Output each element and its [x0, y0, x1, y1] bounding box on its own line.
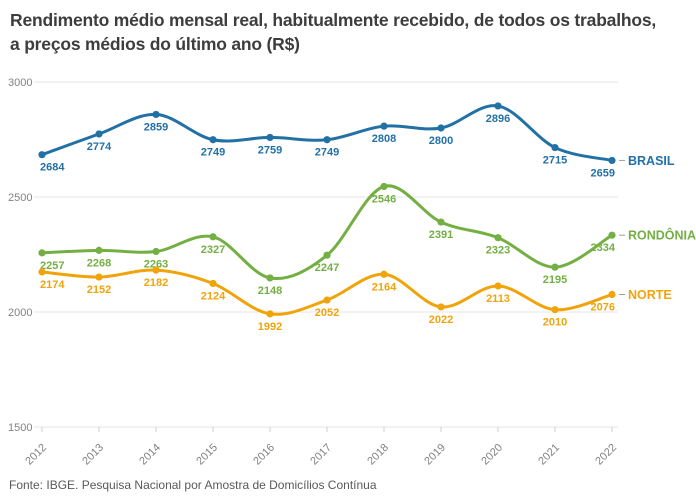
- data-point-brasil-2021[interactable]: [551, 143, 559, 152]
- data-point-norte-2021[interactable]: [551, 306, 559, 314]
- data-point-rondonia-2020[interactable]: [494, 234, 502, 242]
- x-axis-tick-label: 2021: [536, 442, 562, 468]
- data-label-rondonia-2016: 2148: [258, 285, 282, 297]
- data-point-norte-2019[interactable]: [437, 303, 445, 311]
- series-label-rondonia: RONDÔNIA: [628, 228, 696, 243]
- data-label-norte-2019: 2022: [429, 314, 453, 326]
- data-label-rondonia-2017: 2247: [315, 262, 339, 274]
- data-label-norte-2012: 2174: [40, 279, 65, 291]
- data-point-rondonia-2017[interactable]: [323, 251, 331, 259]
- x-axis-tick-label: 2019: [422, 442, 448, 468]
- data-label-norte-2018: 2164: [372, 281, 397, 293]
- data-point-rondonia-2016[interactable]: [266, 274, 274, 282]
- data-point-norte-2015[interactable]: [209, 279, 217, 288]
- x-axis-tick-label: 2012: [23, 442, 49, 468]
- data-label-brasil-2012: 2684: [40, 162, 65, 174]
- data-label-rondonia-2019: 2391: [429, 229, 453, 241]
- data-point-brasil-2020[interactable]: [494, 102, 502, 110]
- data-point-brasil-2015[interactable]: [209, 136, 217, 144]
- x-axis-tick-label: 2017: [308, 442, 334, 468]
- data-point-brasil-2012[interactable]: [38, 151, 46, 159]
- chart-title: Rendimento médio mensal real, habitualme…: [10, 10, 657, 55]
- x-axis-tick-label: 2018: [365, 442, 391, 468]
- y-axis-tick-label: 1500: [8, 422, 32, 434]
- data-point-rondonia-2015[interactable]: [209, 233, 217, 241]
- data-point-norte-2016[interactable]: [266, 310, 274, 318]
- data-label-brasil-2022: 2659: [591, 167, 615, 179]
- x-axis-tick-label: 2020: [479, 442, 505, 468]
- x-axis-tick-label: 2015: [194, 442, 220, 468]
- data-label-rondonia-2021: 2195: [543, 274, 567, 286]
- data-point-norte-2022[interactable]: [608, 290, 616, 299]
- data-label-brasil-2018: 2808: [372, 133, 396, 145]
- data-point-rondonia-2014[interactable]: [152, 247, 160, 256]
- data-point-rondonia-2012[interactable]: [38, 249, 46, 257]
- data-label-norte-2022: 2076: [591, 302, 615, 314]
- data-point-brasil-2022[interactable]: [608, 156, 616, 165]
- data-label-brasil-2014: 2859: [144, 121, 168, 133]
- data-label-rondonia-2014: 2263: [144, 259, 168, 271]
- data-label-brasil-2016: 2759: [258, 144, 282, 156]
- data-point-brasil-2013[interactable]: [95, 130, 103, 138]
- series-label-norte: NORTE: [628, 288, 672, 302]
- x-axis-tick-label: 2013: [80, 442, 106, 468]
- data-label-norte-2021: 2010: [543, 317, 567, 329]
- data-point-rondonia-2019[interactable]: [437, 218, 445, 226]
- data-label-brasil-2021: 2715: [543, 155, 567, 167]
- data-label-rondonia-2015: 2327: [201, 244, 225, 256]
- y-axis-tick-label: 2500: [8, 192, 32, 204]
- data-label-norte-2020: 2113: [486, 293, 510, 305]
- data-point-brasil-2016[interactable]: [266, 133, 274, 142]
- data-point-brasil-2017[interactable]: [323, 136, 331, 144]
- data-label-rondonia-2022: 2334: [591, 242, 616, 254]
- data-label-brasil-2017: 2749: [315, 147, 339, 159]
- data-label-rondonia-2020: 2323: [486, 245, 510, 257]
- data-point-norte-2017[interactable]: [323, 296, 331, 304]
- data-point-norte-2012[interactable]: [38, 268, 46, 276]
- data-point-brasil-2018[interactable]: [380, 122, 388, 130]
- data-point-brasil-2019[interactable]: [437, 124, 445, 132]
- data-label-rondonia-2012: 2257: [40, 260, 64, 272]
- data-label-rondonia-2018: 2546: [372, 193, 396, 205]
- x-axis-tick-label: 2016: [251, 442, 277, 468]
- data-label-norte-2015: 2124: [201, 290, 226, 302]
- x-axis-tick-label: 2022: [593, 442, 619, 468]
- source-note: Fonte: IBGE. Pesquisa Nacional por Amost…: [9, 478, 377, 492]
- data-label-brasil-2020: 2896: [486, 113, 510, 125]
- data-label-brasil-2015: 2749: [201, 147, 225, 159]
- data-label-brasil-2019: 2800: [429, 135, 453, 147]
- data-point-rondonia-2018[interactable]: [380, 182, 388, 191]
- data-label-norte-2017: 2052: [315, 307, 339, 319]
- data-point-rondonia-2022[interactable]: [608, 231, 616, 239]
- data-label-norte-2013: 2152: [87, 284, 111, 296]
- data-label-rondonia-2013: 2268: [87, 257, 111, 269]
- data-label-norte-2016: 1992: [258, 321, 282, 333]
- data-point-norte-2020[interactable]: [494, 282, 502, 290]
- data-point-rondonia-2013[interactable]: [95, 246, 103, 254]
- data-point-rondonia-2021[interactable]: [551, 263, 559, 271]
- data-point-norte-2013[interactable]: [95, 273, 103, 281]
- data-label-norte-2014: 2182: [144, 277, 168, 289]
- data-point-norte-2014[interactable]: [152, 266, 160, 274]
- data-label-brasil-2013: 2774: [87, 141, 112, 153]
- x-axis-tick-label: 2014: [137, 442, 163, 468]
- y-axis-tick-label: 2000: [8, 307, 32, 319]
- y-axis-tick-label: 3000: [8, 77, 32, 89]
- series-label-brasil: BRASIL: [628, 154, 675, 168]
- data-point-norte-2018[interactable]: [380, 270, 388, 278]
- data-point-brasil-2014[interactable]: [152, 110, 160, 119]
